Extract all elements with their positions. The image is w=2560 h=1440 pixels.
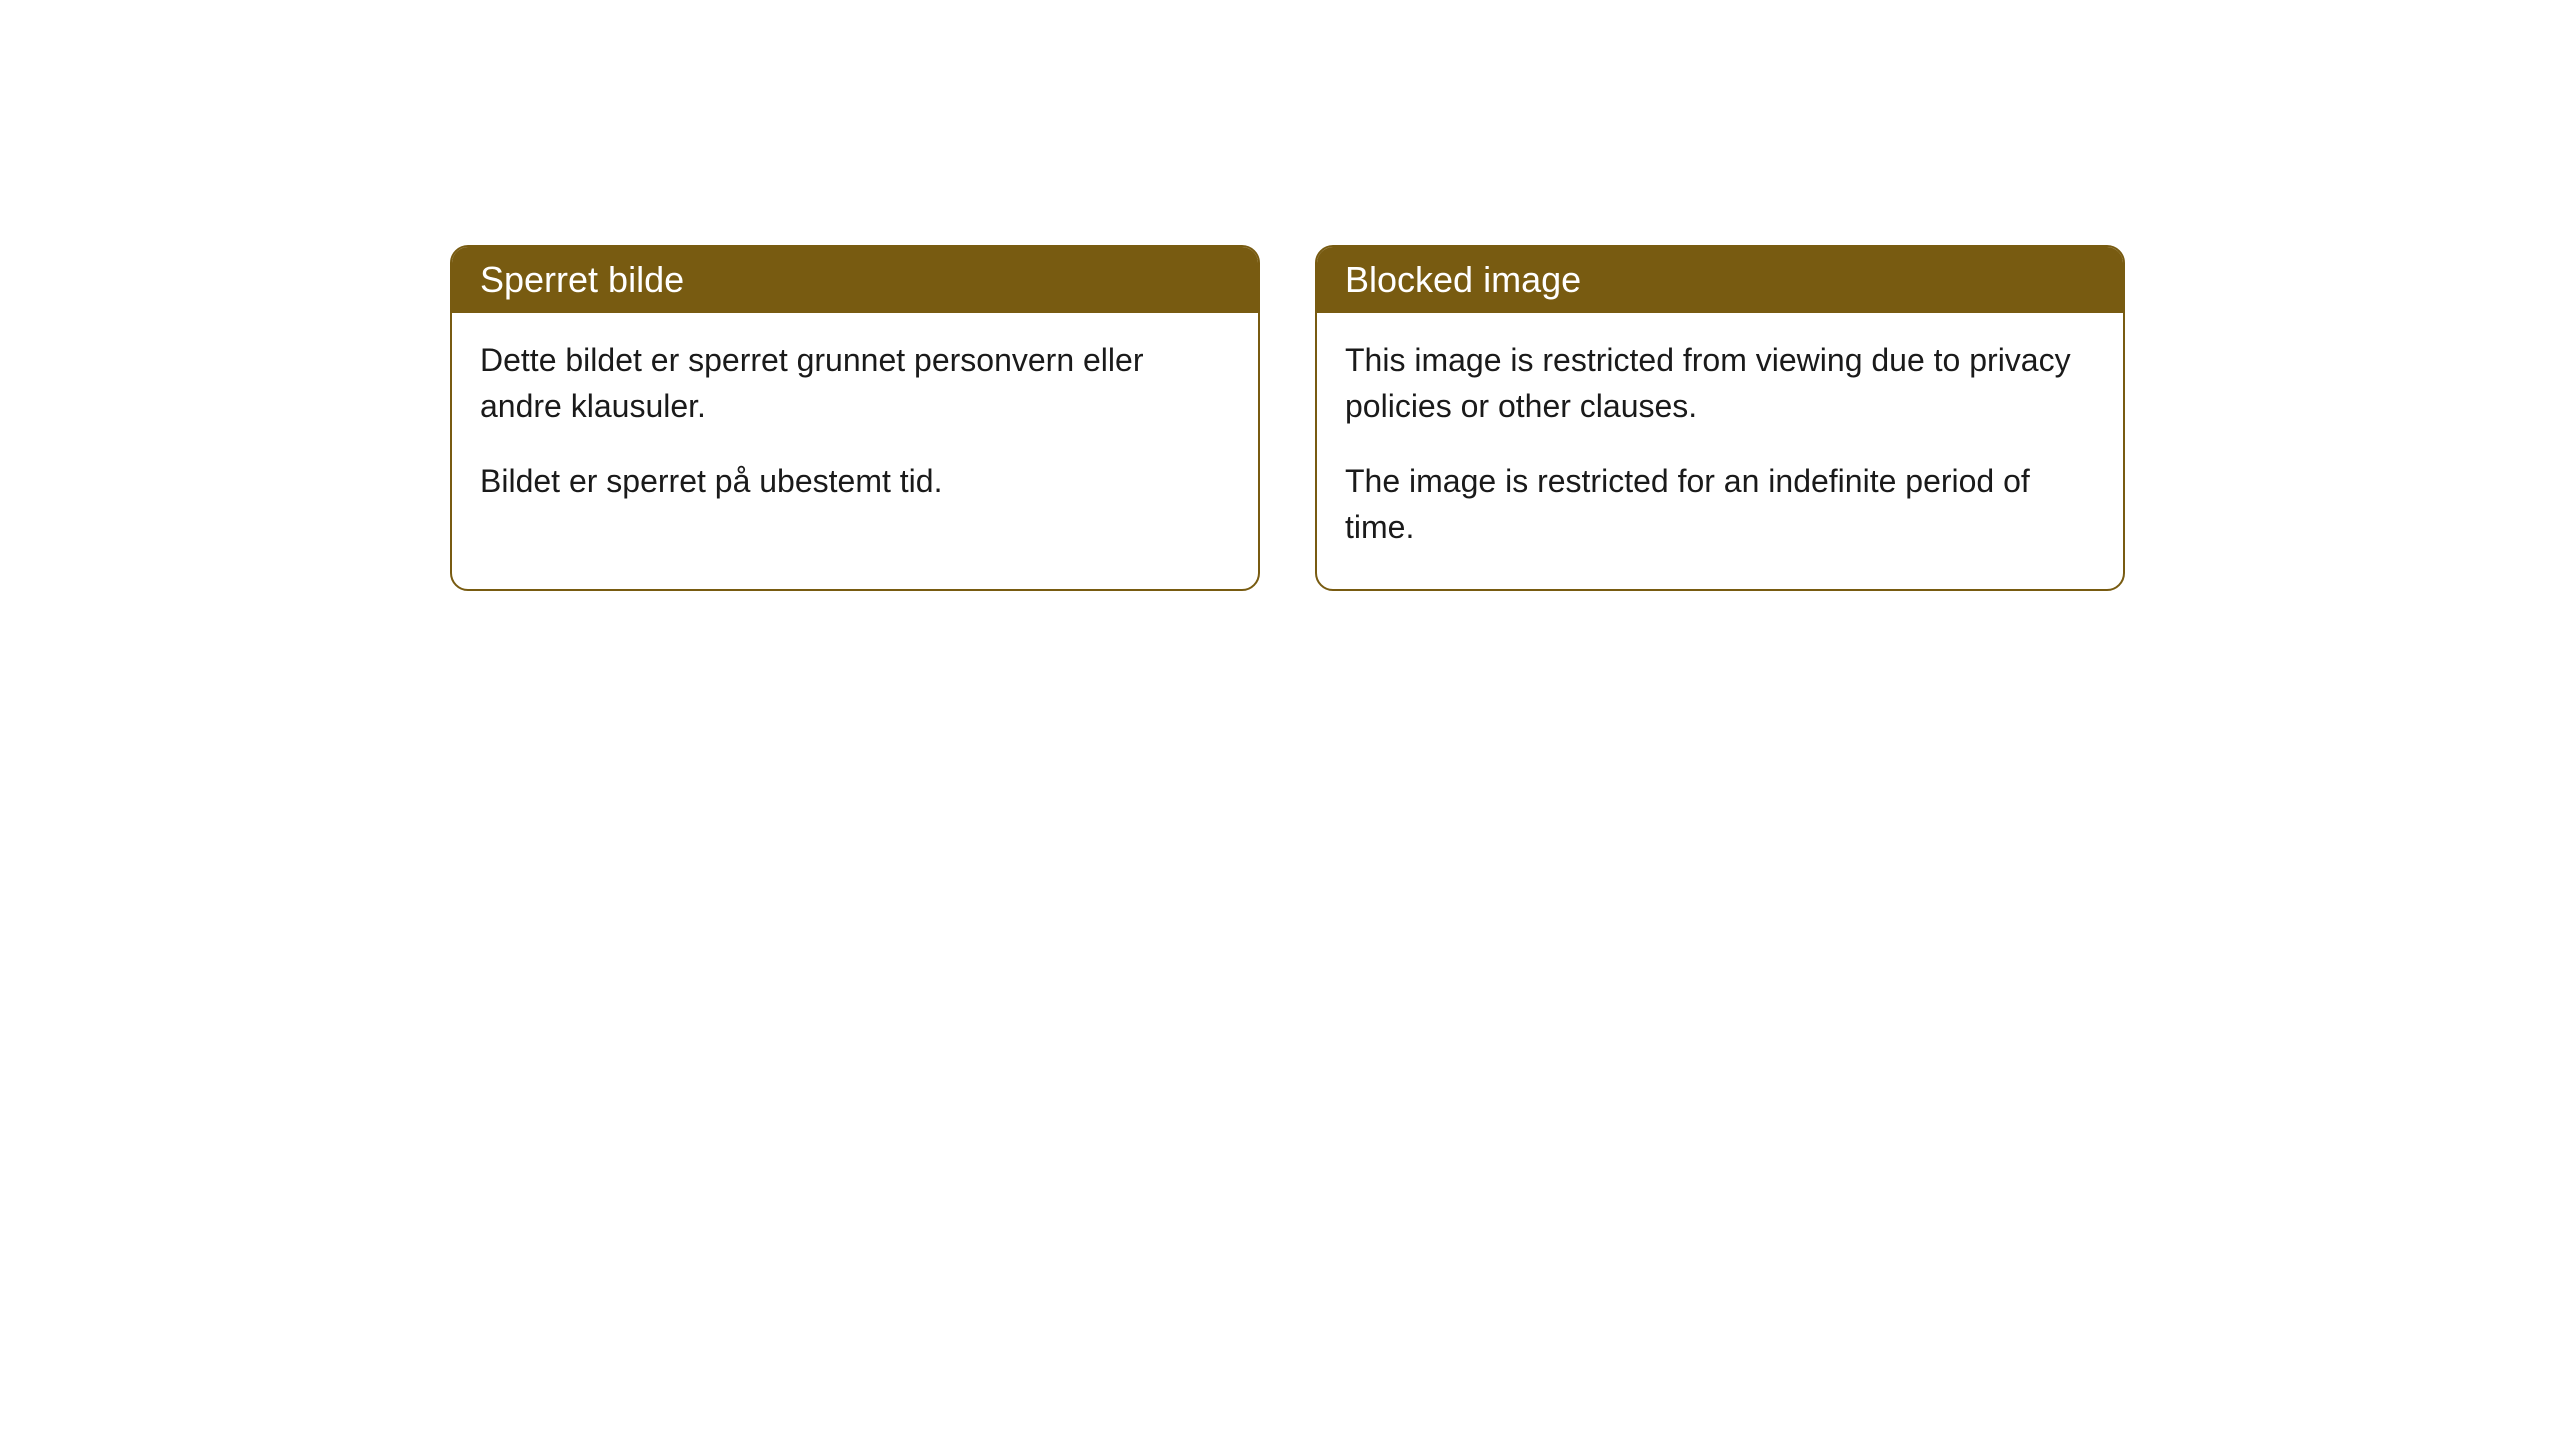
cards-container: Sperret bilde Dette bildet er sperret gr…	[450, 245, 2560, 591]
card-paragraph-1: Dette bildet er sperret grunnet personve…	[480, 337, 1230, 430]
card-body-norwegian: Dette bildet er sperret grunnet personve…	[452, 313, 1258, 542]
card-paragraph-2: Bildet er sperret på ubestemt tid.	[480, 458, 1230, 504]
card-header-norwegian: Sperret bilde	[452, 247, 1258, 313]
card-paragraph-2: The image is restricted for an indefinit…	[1345, 458, 2095, 551]
card-header-english: Blocked image	[1317, 247, 2123, 313]
card-paragraph-1: This image is restricted from viewing du…	[1345, 337, 2095, 430]
card-english: Blocked image This image is restricted f…	[1315, 245, 2125, 591]
card-body-english: This image is restricted from viewing du…	[1317, 313, 2123, 589]
card-norwegian: Sperret bilde Dette bildet er sperret gr…	[450, 245, 1260, 591]
